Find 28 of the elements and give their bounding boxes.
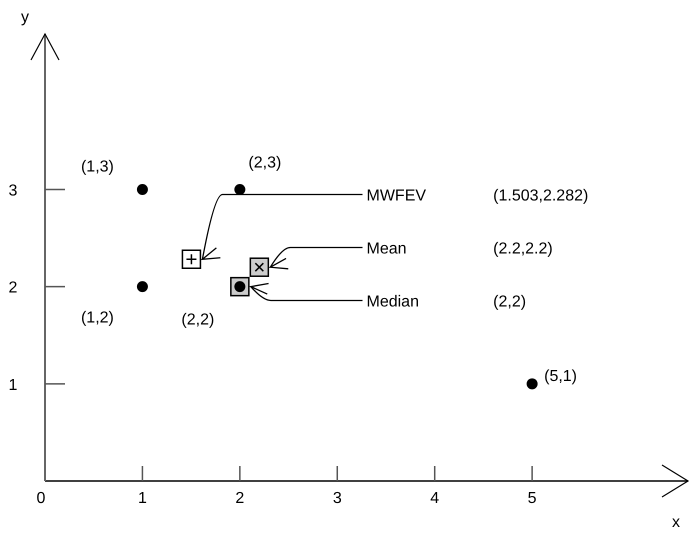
- y-tick-label: 1: [8, 376, 18, 394]
- annotation: (1,2): [80, 310, 114, 327]
- annotation: (5,1): [544, 368, 578, 385]
- x-tick-label: 1: [138, 490, 147, 507]
- point: [250, 257, 270, 277]
- annotation: (2.2,2.2): [493, 240, 553, 258]
- annotation: (2,3): [248, 154, 282, 172]
- point: [136, 281, 148, 292]
- annotation: (1.503,2.282): [493, 187, 588, 204]
- point: [182, 250, 202, 269]
- y-axis-title: y: [21, 9, 29, 26]
- x-tick-label: 5: [528, 490, 537, 507]
- x-tick-label: 4: [430, 490, 440, 507]
- point: [526, 378, 538, 390]
- x-tick-label: 0: [36, 490, 46, 507]
- annotation: (2,2): [181, 312, 214, 329]
- y-tick-label: 3: [8, 182, 18, 200]
- x-axis-title: x: [672, 514, 680, 531]
- text: MWFEV: [366, 187, 426, 204]
- annotation: (2,2): [493, 293, 526, 310]
- y-tick-label: 2: [8, 280, 18, 297]
- text: Mean: [366, 240, 407, 258]
- point: [136, 184, 148, 195]
- point: [234, 184, 246, 195]
- text: Median: [366, 293, 419, 310]
- x-tick-label: 3: [332, 490, 342, 507]
- x-tick-label: 2: [235, 490, 244, 507]
- annotation: (1,3): [80, 158, 114, 176]
